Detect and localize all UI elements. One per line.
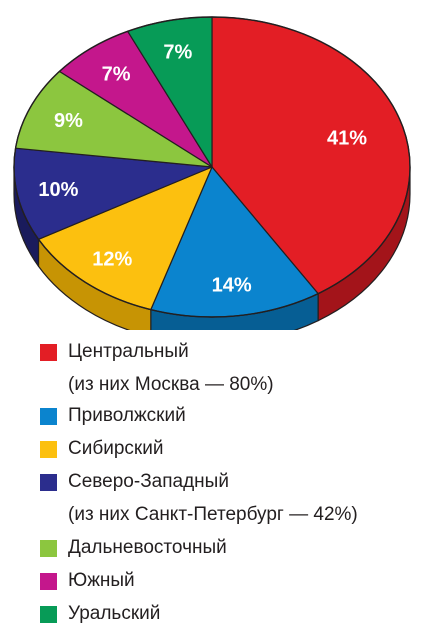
legend-swatch-sibirsky (40, 441, 57, 458)
legend-swatch-south (40, 573, 57, 590)
pie-label-privolzhsky: 14% (212, 275, 252, 297)
pie-label-south: 7% (102, 63, 131, 85)
pie-label-central: 41% (327, 127, 367, 149)
legend-label-northwest: Северо-Западный (68, 471, 229, 492)
pie-chart: 41% 14% 12% 10% 9% 7% 7% (13, 16, 411, 330)
legend-label-sibirsky: Сибирский (68, 438, 164, 459)
pie-label-northwest: 10% (38, 179, 78, 201)
pie-label-sibirsky: 12% (92, 248, 132, 270)
legend-label-privolzhsky: Приволжский (68, 405, 186, 426)
legend-label-ural: Уральский (68, 603, 161, 624)
legend-note-central: (из них Москва — 80%) (68, 374, 274, 395)
legend-swatch-privolzhsky (40, 408, 57, 425)
legend-label-south: Южный (68, 570, 135, 591)
legend-note-northwest: (из них Санкт-Петербург — 42%) (68, 504, 358, 525)
pie-label-fareast: 9% (54, 110, 83, 132)
legend-label-central: Центральный (68, 341, 189, 362)
legend-label-fareast: Дальневосточный (68, 537, 227, 558)
legend-swatch-ural (40, 606, 57, 623)
pie-rim (13, 16, 411, 318)
legend-swatch-fareast (40, 540, 57, 557)
legend-swatch-central (40, 344, 57, 361)
legend-swatch-northwest (40, 474, 57, 491)
pie-label-ural: 7% (163, 41, 192, 63)
